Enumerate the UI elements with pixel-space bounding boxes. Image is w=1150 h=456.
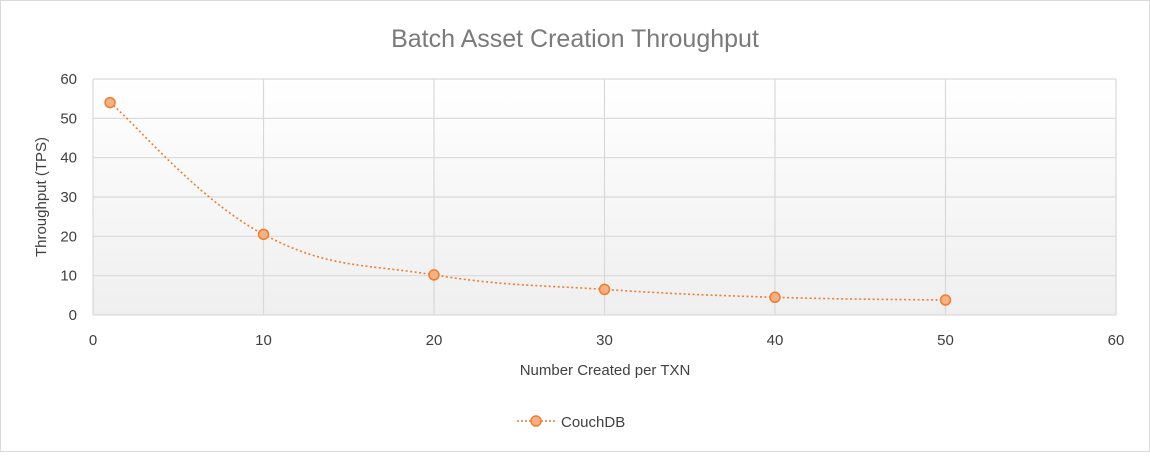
x-tick-label: 40 <box>767 332 784 349</box>
x-tick-label: 20 <box>426 332 443 349</box>
data-point <box>939 294 952 306</box>
x-axis-title: Number Created per TXN <box>520 362 691 379</box>
y-tick-label: 10 <box>60 268 77 285</box>
data-point <box>598 283 611 296</box>
data-point <box>257 228 270 241</box>
y-tick-label: 40 <box>60 150 77 167</box>
data-point <box>769 291 781 304</box>
legend-label: CouchDB <box>561 414 625 431</box>
data-point <box>428 269 440 281</box>
series-line <box>109 101 946 301</box>
y-tick-label: 50 <box>60 110 77 127</box>
x-tick-label: 50 <box>937 332 954 349</box>
x-tick-label: 0 <box>89 332 97 349</box>
data-point <box>104 96 116 109</box>
x-tick-label: 10 <box>255 332 272 349</box>
x-tick-label: 60 <box>1108 332 1125 349</box>
y-tick-label: 0 <box>69 307 77 324</box>
legend-marker-swatch <box>530 415 542 427</box>
y-tick-label: 60 <box>60 71 77 88</box>
x-tick-labels: 0 10 20 30 40 50 60 <box>89 332 1125 349</box>
y-tick-label: 20 <box>60 228 77 245</box>
chart-title: Batch Asset Creation Throughput <box>391 25 759 53</box>
legend: CouchDB <box>517 414 625 431</box>
y-axis-title: Throughput (TPS) <box>33 137 50 257</box>
y-tick-labels: 0 10 20 30 40 50 60 <box>60 71 77 324</box>
y-tick-label: 30 <box>60 189 77 206</box>
x-tick-label: 30 <box>596 332 613 349</box>
series-couchdb <box>104 96 952 306</box>
